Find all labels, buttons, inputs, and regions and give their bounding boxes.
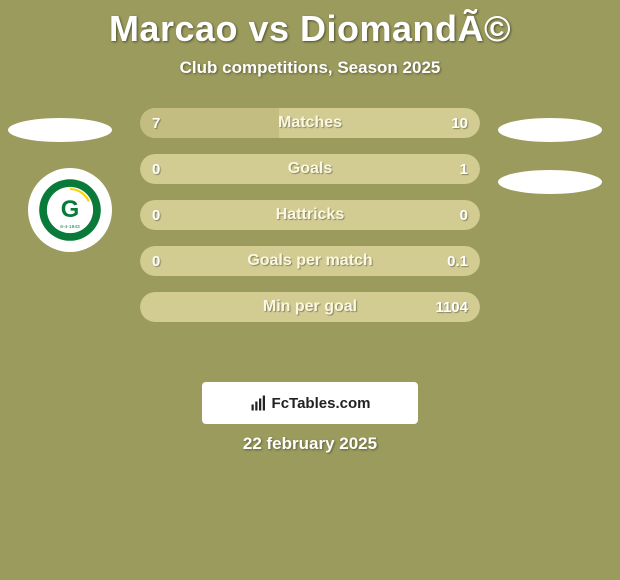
left-team-badge: G 6-4-1943 [28,168,112,252]
bar-value-left: 7 [152,108,160,138]
bar-value-left: 0 [152,246,160,276]
page-date: 22 february 2025 [0,434,620,454]
right-team-ellipse-2 [498,170,602,194]
stat-bar-row: 710Matches [140,108,480,138]
bar-track [140,154,480,184]
bar-value-left: 0 [152,154,160,184]
svg-text:G: G [61,196,80,223]
bar-track [140,200,480,230]
bar-value-left: 0 [152,200,160,230]
stat-bar-row: 01Goals [140,154,480,184]
footer-brand-card: FcTables.com [202,382,418,424]
page-title: Marcao vs DiomandÃ© [0,0,620,50]
stat-bars-container: 710Matches01Goals00Hattricks00.1Goals pe… [140,108,480,338]
bar-value-right: 0 [460,200,468,230]
bar-value-right: 1 [460,154,468,184]
comparison-chart: G 6-4-1943 710Matches01Goals00Hattricks0… [0,108,620,368]
right-team-ellipse-1 [498,118,602,142]
bars-chart-icon [250,394,268,412]
stat-bar-row: 1104Min per goal [140,292,480,322]
footer-brand-text: FcTables.com [272,395,371,412]
bar-track [140,292,480,322]
svg-text:6-4-1943: 6-4-1943 [60,224,80,230]
stat-bar-row: 00.1Goals per match [140,246,480,276]
bar-track [140,246,480,276]
bar-value-right: 10 [451,108,468,138]
stat-bar-row: 00Hattricks [140,200,480,230]
bar-value-right: 0.1 [447,246,468,276]
left-team-ellipse [8,118,112,142]
club-crest-icon: G 6-4-1943 [35,175,105,245]
bar-value-right: 1104 [435,292,468,322]
bar-left-fill [140,108,279,138]
page-subtitle: Club competitions, Season 2025 [0,58,620,78]
